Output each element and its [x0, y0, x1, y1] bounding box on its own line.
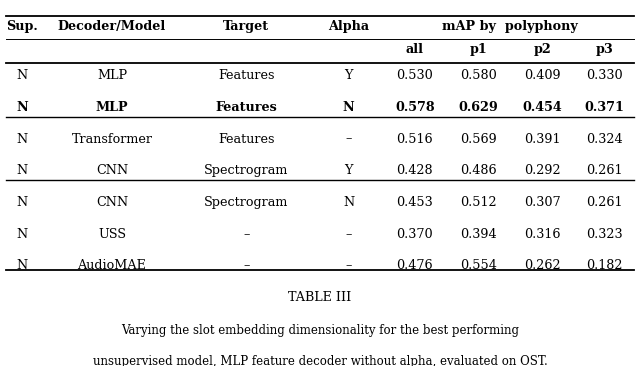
- Text: N: N: [17, 196, 28, 209]
- Text: 0.261: 0.261: [586, 196, 623, 209]
- Text: AudioMAE: AudioMAE: [77, 259, 147, 272]
- Text: 0.330: 0.330: [586, 69, 623, 82]
- Text: Spectrogram: Spectrogram: [204, 164, 289, 177]
- Text: 0.454: 0.454: [523, 101, 563, 114]
- Text: 0.569: 0.569: [460, 132, 497, 146]
- Text: 0.453: 0.453: [396, 196, 433, 209]
- Text: N: N: [17, 101, 28, 114]
- Text: Features: Features: [218, 69, 275, 82]
- Text: CNN: CNN: [96, 164, 128, 177]
- Text: USS: USS: [98, 228, 126, 240]
- Text: Y: Y: [344, 164, 353, 177]
- Text: 0.292: 0.292: [524, 164, 561, 177]
- Text: 0.428: 0.428: [396, 164, 433, 177]
- Text: –: –: [243, 228, 250, 240]
- Text: 0.512: 0.512: [460, 196, 497, 209]
- Text: 0.261: 0.261: [586, 164, 623, 177]
- Text: 0.629: 0.629: [459, 101, 499, 114]
- Text: N: N: [17, 228, 28, 240]
- Text: TABLE III: TABLE III: [289, 291, 351, 304]
- Text: –: –: [346, 259, 352, 272]
- Text: 0.371: 0.371: [585, 101, 625, 114]
- Text: 0.580: 0.580: [460, 69, 497, 82]
- Text: mAP by  polyphony: mAP by polyphony: [442, 20, 578, 33]
- Text: Varying the slot embedding dimensionality for the best performing: Varying the slot embedding dimensionalit…: [121, 324, 519, 337]
- Text: –: –: [346, 132, 352, 146]
- Text: Spectrogram: Spectrogram: [204, 196, 289, 209]
- Text: p2: p2: [534, 43, 552, 56]
- Text: 0.370: 0.370: [396, 228, 433, 240]
- Text: N: N: [17, 69, 28, 82]
- Text: 0.307: 0.307: [524, 196, 561, 209]
- Text: 0.476: 0.476: [396, 259, 433, 272]
- Text: 0.578: 0.578: [395, 101, 435, 114]
- Text: Features: Features: [216, 101, 277, 114]
- Text: MLP: MLP: [97, 69, 127, 82]
- Text: all: all: [406, 43, 424, 56]
- Text: CNN: CNN: [96, 196, 128, 209]
- Text: 0.486: 0.486: [460, 164, 497, 177]
- Text: 0.530: 0.530: [396, 69, 433, 82]
- Text: –: –: [243, 259, 250, 272]
- Text: –: –: [346, 228, 352, 240]
- Text: 0.182: 0.182: [586, 259, 623, 272]
- Text: N: N: [343, 196, 355, 209]
- Text: Features: Features: [218, 132, 275, 146]
- Text: Sup.: Sup.: [6, 20, 38, 33]
- Text: p1: p1: [470, 43, 488, 56]
- Text: N: N: [17, 164, 28, 177]
- Text: 0.554: 0.554: [460, 259, 497, 272]
- Text: 0.262: 0.262: [524, 259, 561, 272]
- Text: Y: Y: [344, 69, 353, 82]
- Text: 0.409: 0.409: [524, 69, 561, 82]
- Text: Target: Target: [223, 20, 269, 33]
- Text: Decoder/Model: Decoder/Model: [58, 20, 166, 33]
- Text: MLP: MLP: [96, 101, 128, 114]
- Text: Transformer: Transformer: [72, 132, 152, 146]
- Text: 0.324: 0.324: [586, 132, 623, 146]
- Text: 0.394: 0.394: [460, 228, 497, 240]
- Text: N: N: [343, 101, 355, 114]
- Text: p3: p3: [596, 43, 614, 56]
- Text: 0.323: 0.323: [586, 228, 623, 240]
- Text: N: N: [17, 132, 28, 146]
- Text: Alpha: Alpha: [328, 20, 369, 33]
- Text: unsupervised model, MLP feature decoder without alpha, evaluated on OST.: unsupervised model, MLP feature decoder …: [93, 355, 547, 366]
- Text: 0.391: 0.391: [524, 132, 561, 146]
- Text: 0.316: 0.316: [524, 228, 561, 240]
- Text: 0.516: 0.516: [396, 132, 433, 146]
- Text: N: N: [17, 259, 28, 272]
